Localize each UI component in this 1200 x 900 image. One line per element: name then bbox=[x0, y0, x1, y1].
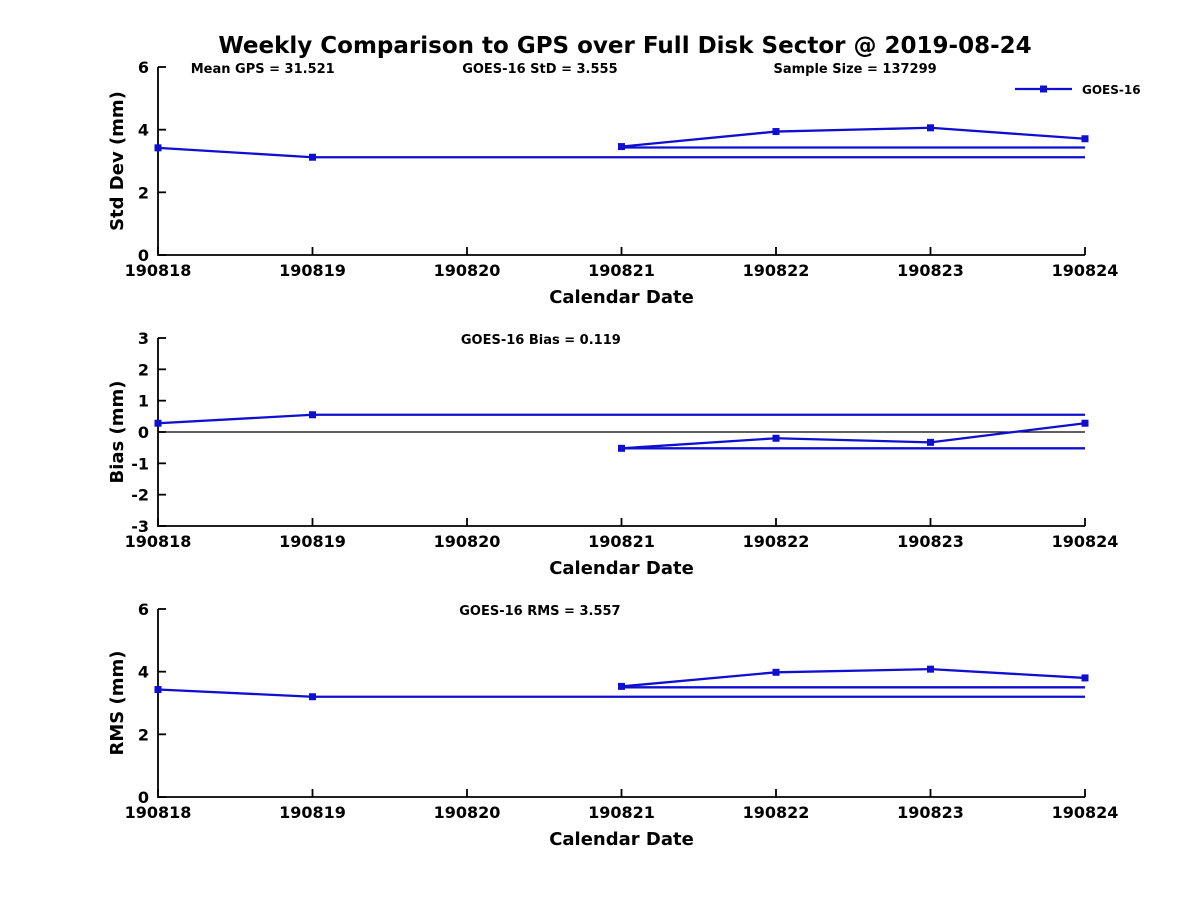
x-tick-label: 190819 bbox=[279, 803, 346, 822]
x-axis-label: Calendar Date bbox=[549, 558, 694, 579]
x-tick-label: 190821 bbox=[588, 261, 655, 280]
x-tick-label: 190820 bbox=[434, 261, 501, 280]
series-line-week1-line-with-flat-extension bbox=[157, 688, 1085, 698]
y-axis-label: Bias (mm) bbox=[107, 381, 128, 484]
x-tick-label: 190824 bbox=[1052, 532, 1119, 551]
y-tick-label: 4 bbox=[138, 663, 149, 682]
stat-annotation: Mean GPS = 31.521 bbox=[191, 62, 335, 77]
square-marker bbox=[772, 668, 780, 676]
x-tick-label: 190819 bbox=[279, 532, 346, 551]
y-tick-label: -2 bbox=[131, 486, 149, 505]
square-marker bbox=[309, 693, 316, 701]
square-marker bbox=[1081, 135, 1089, 143]
stat-annotation: GOES-16 Bias = 0.119 bbox=[461, 333, 621, 348]
figure-title: Weekly Comparison to GPS over Full Disk … bbox=[218, 33, 1031, 59]
square-marker bbox=[927, 665, 934, 673]
y-tick-label: 6 bbox=[138, 58, 149, 77]
y-tick-label: 2 bbox=[138, 360, 149, 379]
y-tick-label: 3 bbox=[138, 329, 149, 348]
x-tick-label: 190822 bbox=[743, 532, 810, 551]
stat-annotation: GOES-16 RMS = 3.557 bbox=[459, 604, 620, 619]
x-tick-label: 190824 bbox=[1052, 261, 1119, 280]
legend-marker-sample bbox=[1040, 85, 1047, 93]
legend: GOES-16 bbox=[1015, 83, 1141, 97]
x-axis-label: Calendar Date bbox=[549, 829, 694, 850]
axis-spines bbox=[157, 67, 1085, 256]
x-tick-label: 190824 bbox=[1052, 803, 1119, 822]
x-tick-label: 190822 bbox=[743, 803, 810, 822]
y-tick-label: 2 bbox=[138, 725, 149, 744]
x-tick-label: 190823 bbox=[897, 803, 964, 822]
y-tick-label: 2 bbox=[138, 183, 149, 202]
series-line-current-week-line bbox=[621, 126, 1086, 148]
y-tick-label: -1 bbox=[131, 454, 149, 473]
y-tick-label: 0 bbox=[138, 246, 149, 265]
square-marker bbox=[309, 153, 316, 161]
series-line-week1-line-with-flat-extension bbox=[157, 413, 1085, 425]
x-tick-label: 190820 bbox=[434, 803, 501, 822]
x-axis-label: Calendar Date bbox=[549, 287, 694, 308]
square-marker bbox=[154, 419, 162, 427]
square-marker bbox=[927, 438, 934, 446]
x-tick-label: 190821 bbox=[588, 803, 655, 822]
x-tick-label: 190823 bbox=[897, 532, 964, 551]
subplot-std-dev: 190818 190819 190820 190821 190822 190823 1908… bbox=[107, 58, 1141, 308]
square-marker bbox=[154, 144, 162, 152]
y-tick-label: 4 bbox=[138, 121, 149, 140]
series-line-current-week-line bbox=[621, 422, 1086, 450]
square-marker bbox=[309, 411, 316, 419]
x-tick-label: 190823 bbox=[897, 261, 964, 280]
y-tick-label: 6 bbox=[138, 600, 149, 619]
subplot-bias: 190818 190819 190820 190821 190822 190823 1908… bbox=[107, 329, 1118, 579]
x-tick-label: 190822 bbox=[743, 261, 810, 280]
square-marker bbox=[927, 124, 934, 132]
y-axis-label: RMS (mm) bbox=[107, 651, 128, 756]
subplots-group: 190818 190819 190820 190821 190822 190823 1908… bbox=[107, 58, 1141, 850]
stat-annotation: GOES-16 StD = 3.555 bbox=[462, 62, 617, 77]
legend-label: GOES-16 bbox=[1082, 83, 1141, 97]
square-marker bbox=[1081, 419, 1089, 427]
square-marker bbox=[1081, 674, 1089, 682]
y-tick-label: 0 bbox=[138, 423, 149, 442]
y-tick-label: 1 bbox=[138, 392, 149, 411]
x-tick-label: 190820 bbox=[434, 532, 501, 551]
square-marker bbox=[772, 434, 780, 442]
x-tick-label: 190819 bbox=[279, 261, 346, 280]
y-tick-label: 0 bbox=[138, 788, 149, 807]
x-tick-label: 190821 bbox=[588, 532, 655, 551]
axis-spines bbox=[157, 609, 1085, 798]
y-axis-label: Std Dev (mm) bbox=[107, 91, 128, 231]
stat-annotation: Sample Size = 137299 bbox=[773, 62, 936, 77]
square-marker bbox=[154, 686, 162, 694]
series-line-current-week-line bbox=[621, 668, 1086, 688]
square-marker bbox=[772, 128, 780, 136]
x-tick-label: 190818 bbox=[125, 532, 192, 551]
x-tick-label: 190818 bbox=[125, 261, 192, 280]
x-tick-label: 190818 bbox=[125, 803, 192, 822]
y-tick-label: -3 bbox=[131, 517, 149, 536]
subplot-rms: 190818 190819 190820 190821 190822 190823 1908… bbox=[107, 600, 1118, 850]
